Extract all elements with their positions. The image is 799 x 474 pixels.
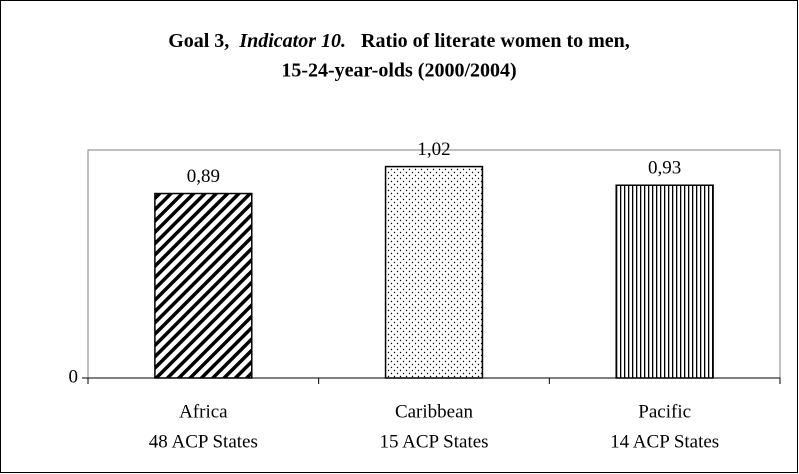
value-label: 1,02 [417, 139, 450, 160]
x-tick-label: Pacific [638, 401, 691, 422]
x-tick-label: Caribbean [395, 401, 474, 422]
value-label: 0,93 [648, 158, 681, 179]
bar [154, 192, 253, 379]
bar [615, 184, 714, 379]
bar [384, 165, 484, 379]
title-part: Goal 3, [168, 30, 229, 52]
chart-title: Goal 3, Indicator 10. Ratio of literate … [168, 30, 630, 52]
title-part: Ratio of literate women to men, [361, 30, 630, 52]
chart-title: 15-24-year-olds (2000/2004) [281, 60, 516, 82]
title-part: Indicator 10. [238, 30, 346, 52]
value-label: 0,89 [187, 166, 220, 187]
y-tick-label: 0 [69, 366, 79, 387]
x-tick-label: 14 ACP States [610, 431, 719, 452]
x-tick-label: Africa [179, 401, 228, 422]
x-tick-label: 15 ACP States [379, 431, 488, 452]
x-tick-label: 48 ACP States [149, 431, 258, 452]
